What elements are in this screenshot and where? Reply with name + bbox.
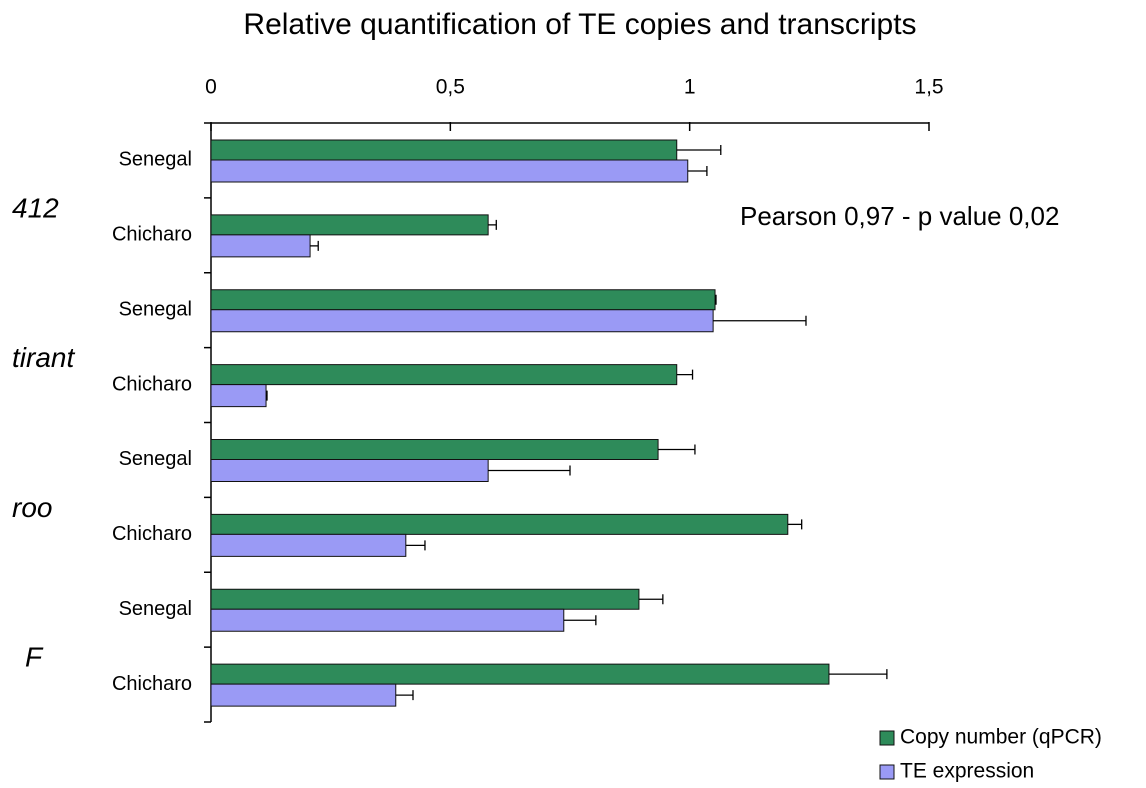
legend-swatch (879, 730, 895, 746)
x-tick-label: 0,5 (436, 76, 465, 99)
group-label: tirant (12, 342, 75, 373)
legend-label: Copy number (qPCR) (900, 726, 1102, 749)
bar (210, 234, 311, 258)
group-label: F (25, 642, 44, 673)
x-tick-label: 1 (684, 76, 696, 99)
bar (210, 159, 689, 183)
y-tick-label: Chicharo (112, 523, 192, 545)
x-tick-label: 1,5 (914, 76, 943, 99)
bar (210, 214, 489, 236)
bar (210, 683, 397, 707)
bar (210, 384, 267, 408)
bar (210, 608, 565, 632)
y-tick-label: Chicharo (112, 224, 192, 246)
chart-title: Relative quantification of TE copies and… (243, 8, 916, 41)
bar (210, 533, 407, 557)
bar (210, 439, 659, 460)
legend-swatch (879, 764, 895, 780)
bar (210, 459, 489, 482)
y-tick-label: Senegal (119, 598, 192, 620)
group-label: roo (12, 492, 52, 523)
annotation: Pearson 0,97 - p value 0,02 (740, 201, 1059, 231)
group-label: 412 (12, 192, 59, 223)
bar (210, 139, 678, 161)
y-tick-label: Chicharo (112, 673, 192, 695)
bar (210, 309, 714, 333)
y-tick-label: Chicharo (112, 373, 192, 395)
y-tick-label: Senegal (119, 149, 192, 171)
y-tick-label: Senegal (119, 448, 192, 470)
bar (210, 289, 716, 311)
bar (210, 663, 830, 685)
y-tick-label: Senegal (119, 298, 192, 320)
bar (210, 588, 640, 610)
x-tick-label: 0 (205, 76, 217, 99)
bar (210, 513, 789, 535)
legend-label: TE expression (900, 760, 1034, 783)
bar (210, 364, 678, 386)
